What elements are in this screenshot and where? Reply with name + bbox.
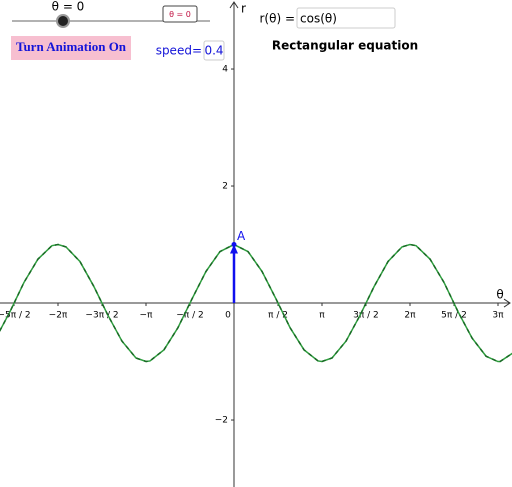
equation-value: cos(θ): [300, 12, 337, 26]
x-axis-label: θ: [496, 288, 503, 302]
point: [231, 242, 237, 248]
speed-input[interactable]: [203, 40, 225, 61]
speed-label: speed=: [156, 44, 202, 58]
y-tick-label: 4: [222, 65, 228, 75]
speed-value: 0.4: [204, 44, 223, 58]
x-tick-label: −π: [140, 311, 154, 321]
x-tick-label: 0: [225, 311, 231, 321]
slider-handle[interactable]: [56, 14, 70, 28]
x-tick-label: −π / 2: [176, 311, 203, 321]
y-axis-arrow: [229, 1, 239, 9]
x-tick-label: −5π / 2: [0, 311, 31, 321]
animation-button-label: Turn Animation On: [16, 39, 127, 54]
curve-dash: [0, 243, 512, 363]
x-tick-label: 3π: [492, 311, 504, 321]
reset-button[interactable]: [162, 5, 198, 23]
slider-label: θ = 0: [52, 0, 85, 14]
x-axis-arrow: [503, 298, 511, 308]
reset-button-label: θ = 0: [169, 10, 191, 19]
point-label: A: [237, 229, 246, 243]
animation-button[interactable]: [11, 36, 131, 60]
equation-label: r(θ) =: [259, 12, 295, 26]
x-tick-label: −2π: [49, 311, 68, 321]
y-tick-label: 2: [222, 182, 228, 192]
x-tick-label: π / 2: [268, 311, 288, 321]
x-tick-label: 5π / 2: [441, 311, 467, 321]
x-tick-label: 2π: [404, 311, 416, 321]
x-tick-label: −3π / 2: [85, 311, 118, 321]
x-tick-label: 3π / 2: [353, 311, 379, 321]
y-tick-label: −2: [215, 416, 228, 426]
x-tick-label: π: [319, 311, 325, 321]
equation-caption: Rectangular equation: [272, 39, 418, 53]
y-axis-label: r: [241, 2, 246, 16]
equation-input[interactable]: [296, 7, 396, 29]
vector-head: [229, 244, 238, 254]
